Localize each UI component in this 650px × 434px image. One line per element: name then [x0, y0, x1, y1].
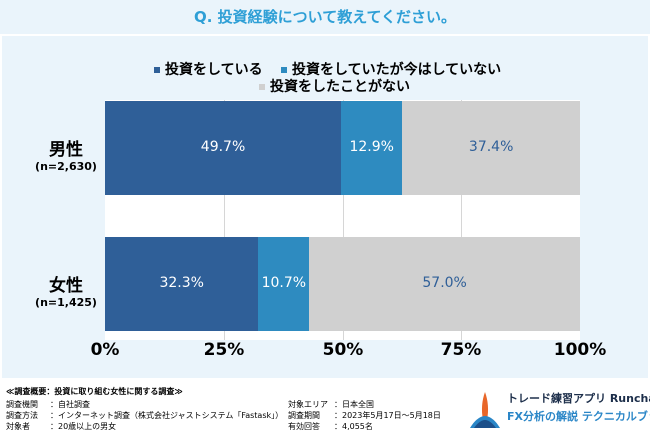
- legend-item-never: 投資をしたことがない: [259, 76, 410, 96]
- survey-label: 調査期間: [288, 411, 320, 420]
- survey-label: 調査方法: [6, 411, 38, 420]
- data-label-female-former: 10.7%: [261, 275, 307, 291]
- x-tick-75: 75%: [440, 340, 482, 360]
- survey-label: 対象エリア: [288, 400, 328, 409]
- legend-item-former: 投資をしていたが今はしていない: [281, 59, 501, 79]
- logo-wave-inner-shape: [474, 420, 496, 428]
- bar-female-former: [258, 237, 310, 331]
- gridline-25: [224, 100, 225, 340]
- runcha-logo-icon: [470, 392, 500, 428]
- legend-label-never: 投資をしたことがない: [270, 79, 410, 95]
- survey-value: ：日本全国: [334, 400, 374, 409]
- data-label-male-invest: 49.7%: [200, 139, 246, 155]
- survey-heading: ≪調査概要：投資に取り組む女性に関する調査≫: [6, 387, 183, 396]
- legend-label-invest: 投資をしている: [165, 62, 263, 78]
- bar-male-never: [402, 101, 580, 195]
- category-sample-female: (n=1,425): [35, 296, 97, 309]
- bar-female-never: [309, 237, 580, 331]
- logo-flame-shape: [481, 392, 489, 420]
- survey-value: ：自社調査: [50, 400, 90, 409]
- survey-value: ：2023年5月17日～5月18日: [334, 411, 441, 420]
- survey-label: 調査機関: [6, 400, 38, 409]
- survey-row-left-1: 調査機関 ：自社調査: [6, 399, 90, 410]
- x-tick-0: 0%: [90, 340, 120, 360]
- data-label-female-never: 57.0%: [422, 275, 467, 291]
- category-label-male: 男性 (n=2,630): [26, 135, 106, 173]
- legend-swatch-never: [259, 84, 265, 90]
- survey-value: ：4,055名: [334, 422, 373, 431]
- survey-label: 有効回答: [288, 422, 320, 431]
- gridline-50: [343, 100, 344, 340]
- survey-label: 対象者: [6, 422, 30, 431]
- title-bar: [0, 0, 650, 34]
- survey-value: ：インターネット調査（株式会社ジャストシステム「Fastask」）: [50, 411, 284, 420]
- legend-swatch-former: [281, 67, 287, 73]
- legend-swatch-invest: [154, 67, 160, 73]
- bar-female-invest: [105, 237, 259, 331]
- legend-item-invest: 投資をしている: [154, 59, 263, 79]
- logo-subtitle: FX分析の解説 テクニカルブック: [507, 410, 650, 423]
- data-label-male-former: 12.9%: [349, 139, 394, 155]
- survey-value: ：20歳以上の男女: [50, 422, 117, 431]
- survey-row-right-3: 有効回答 ：4,055名: [288, 421, 373, 432]
- data-label-female-invest: 32.3%: [159, 275, 204, 291]
- survey-row-left-3: 対象者 ：20歳以上の男女: [6, 421, 116, 432]
- bar-male-former: [341, 101, 403, 195]
- bar-male-invest: [105, 101, 342, 195]
- gridline-75: [461, 100, 462, 340]
- logo-title: トレード練習アプリ Runcha: [507, 392, 650, 405]
- category-name-male: 男性: [49, 140, 83, 160]
- survey-row-right-1: 対象エリア ：日本全国: [288, 399, 374, 410]
- x-tick-25: 25%: [203, 340, 245, 360]
- category-name-female: 女性: [49, 276, 83, 296]
- survey-row-left-2: 調査方法 ：インターネット調査（株式会社ジャストシステム「Fastask」）: [6, 410, 283, 421]
- x-tick-50: 50%: [322, 340, 364, 360]
- data-label-male-never: 37.4%: [468, 139, 514, 155]
- survey-row-right-2: 調査期間 ：2023年5月17日～5月18日: [288, 410, 441, 421]
- legend-label-former: 投資をしていたが今はしていない: [292, 62, 502, 78]
- category-label-female: 女性 (n=1,425): [26, 271, 106, 309]
- chart-title: Q. 投資経験について教えてください。: [193, 8, 457, 26]
- category-sample-male: (n=2,630): [35, 160, 97, 173]
- x-tick-100: 100%: [553, 340, 607, 360]
